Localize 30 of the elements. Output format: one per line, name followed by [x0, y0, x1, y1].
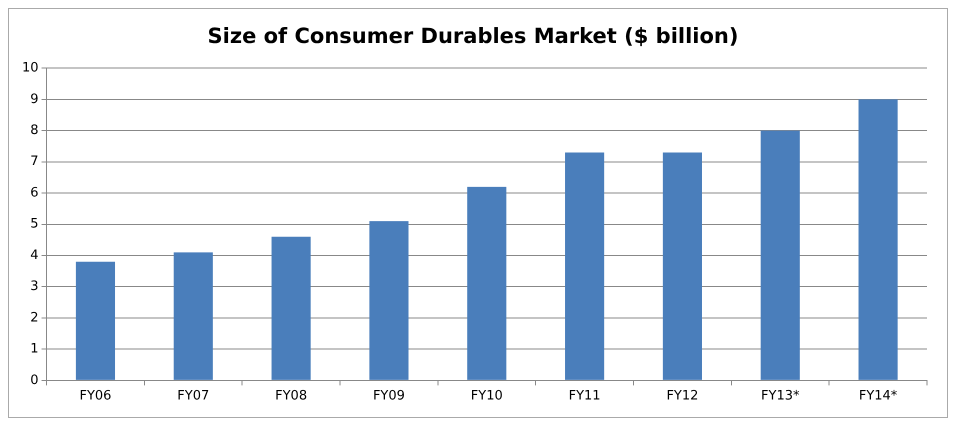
y-tick-label: 8 — [30, 123, 39, 138]
y-tick-label: 7 — [30, 154, 39, 170]
y-tick-label: 10 — [22, 60, 39, 76]
bar — [272, 236, 311, 380]
y-tick-label: 3 — [30, 279, 39, 294]
y-tick-label: 2 — [30, 310, 39, 326]
bar — [565, 152, 604, 380]
x-tick-label: FY14* — [858, 388, 898, 404]
x-tick-label: FY09 — [372, 388, 405, 404]
x-tick-label: FY12 — [666, 388, 698, 404]
x-tick-label: FY10 — [470, 388, 503, 404]
y-tick-label: 5 — [30, 216, 39, 232]
y-tick-label: 4 — [30, 248, 39, 263]
y-tick-label: 6 — [30, 185, 39, 200]
bar — [467, 186, 506, 380]
x-tick-label: FY13* — [761, 388, 800, 404]
bar — [174, 252, 213, 380]
bar — [858, 99, 898, 380]
bar — [760, 130, 800, 380]
y-tick-label: 1 — [30, 342, 39, 357]
x-tick-label: FY08 — [275, 388, 308, 404]
y-tick-label: 0 — [30, 372, 39, 388]
x-tick-label: FY11 — [568, 388, 601, 404]
bar — [369, 221, 409, 380]
y-tick-label: 9 — [30, 92, 39, 107]
bar — [76, 262, 116, 380]
chart-title: Size of Consumer Durables Market ($ billion) — [208, 24, 738, 48]
x-tick-label: FY06 — [79, 388, 112, 404]
bar — [662, 152, 702, 380]
x-tick-label: FY07 — [177, 388, 210, 404]
